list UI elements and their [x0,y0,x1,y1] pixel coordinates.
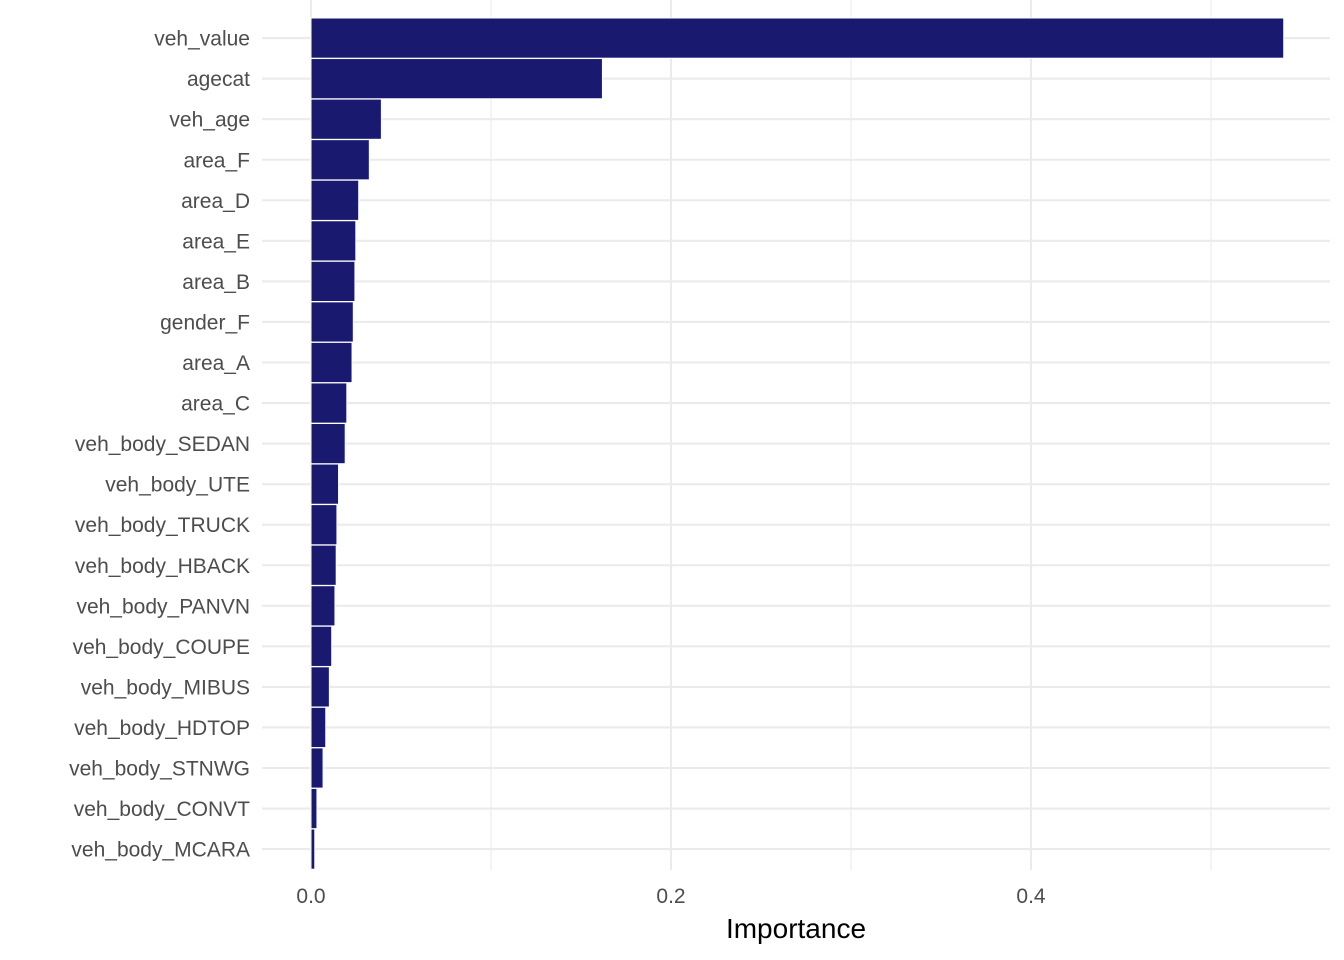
y-tick-label: veh_body_UTE [105,474,250,497]
y-tick-label: veh_body_PANVN [76,595,250,618]
bar-area-a [310,341,353,384]
bar-area-e [310,220,357,262]
y-tick-label: veh_age [169,109,250,132]
y-tick-label: veh_body_MCARA [71,839,250,862]
bar-veh-body-coupe [310,625,333,667]
y-tick-label: veh_body_SEDAN [75,433,250,456]
y-tick-label: gender_F [160,311,250,334]
y-tick-label: area_E [182,230,250,253]
bar-veh-body-mibus [310,666,330,708]
bar-area-b [310,260,356,302]
bar-veh-body-panvn [310,585,336,627]
bar-veh-body-sedan [310,423,346,465]
y-tick-label: area_D [181,190,250,213]
y-tick-label: veh_body_TRUCK [75,514,250,537]
bar-veh-age [310,98,382,140]
x-tick-labels: 0.0 0.2 0.4 [296,885,1046,908]
bar-area-d [310,179,360,221]
bar-veh-body-ute [310,463,340,505]
bar-veh-body-stnwg [310,747,324,789]
y-tick-label: veh_body_MIBUS [81,676,250,699]
y-tick-label: area_B [182,271,250,294]
y-tick-label: area_F [183,149,250,172]
bar-veh-body-hdtop [310,706,327,749]
y-tick-label: area_C [181,393,250,416]
bar-gender-f [310,301,354,343]
bar-veh-body-truck [310,504,338,546]
bars [310,17,1285,870]
y-tick-label: veh_body_STNWG [69,758,250,781]
grid-lines [262,0,1330,870]
x-tick-label: 0.0 [296,885,325,908]
bar-veh-body-mcara [310,828,316,870]
y-tick-label: veh_body_HBACK [75,555,250,578]
bar-veh-body-convt [310,787,318,830]
x-tick-label: 0.4 [1016,885,1046,908]
y-tick-label: veh_body_COUPE [73,636,250,659]
y-tick-label: area_A [182,352,250,375]
y-tick-label: veh_body_CONVT [74,798,250,821]
y-tick-label: veh_value [154,28,250,51]
x-axis-title: Importance [726,913,866,944]
x-tick-label: 0.2 [656,885,685,908]
bar-area-f [310,139,370,181]
bar-agecat [310,58,603,100]
bar-veh-body-hback [310,544,337,586]
bar-veh-value [310,17,1285,59]
y-tick-label: agecat [187,68,250,91]
y-tick-label: veh_body_HDTOP [74,717,250,740]
bar-area-c [310,382,348,424]
